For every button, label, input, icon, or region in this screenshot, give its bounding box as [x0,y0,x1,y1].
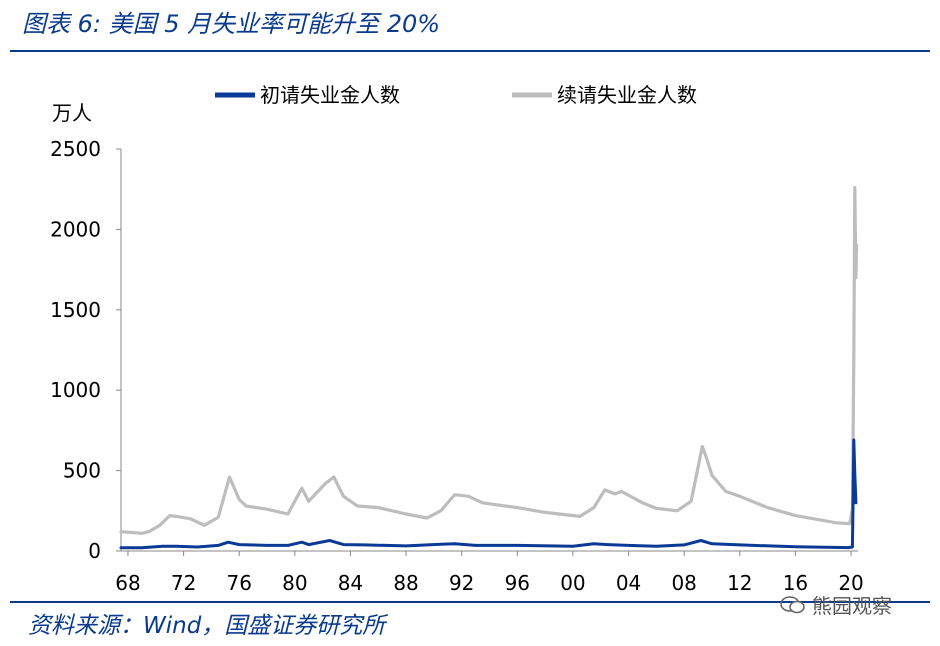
x-tick-label: 88 [393,571,418,595]
chart-series [119,186,859,550]
x-tick-label: 96 [505,571,530,595]
source-note: 资料来源：Wind，国盛证券研究所 [28,613,386,639]
x-tick-label: 84 [338,571,363,595]
x-tick-label: 68 [115,571,140,595]
x-tick-label: 20 [838,571,863,595]
x-tick-label: 76 [226,571,251,595]
series-line-initial-claims [119,438,858,550]
x-tick-label: 12 [727,571,752,595]
chart-legend: 初请失业金人数 续请失业金人数 [215,83,697,107]
x-tick-label: 16 [783,571,808,595]
legend-label-initial: 初请失业金人数 [260,83,400,107]
y-tick-label: 0 [88,539,101,563]
x-tick-label: 92 [449,571,474,595]
line-chart: 初请失业金人数 续请失业金人数 万人 050010001500200025006… [50,83,864,595]
figure-title: 图表 6: 美国 5 月失业率可能升至 20% [22,10,441,38]
x-tick-label: 72 [171,571,196,595]
y-tick-label: 1000 [50,378,101,402]
title-rule [10,50,930,52]
x-tick-label: 08 [671,571,696,595]
watermark-text: 熊园观察 [812,594,892,618]
legend-label-continuing: 续请失业金人数 [557,83,697,107]
x-tick-label: 00 [560,571,585,595]
y-tick-label: 2500 [50,137,101,161]
y-tick-label: 1500 [50,298,101,322]
y-tick-label: 500 [63,459,101,483]
watermark: 熊园观察 [780,590,892,619]
source-rule [10,601,930,603]
wechat-icon [780,595,805,613]
y-axis-unit-label: 万人 [52,101,92,125]
chart-axes: 0 500 1000 1500 2000 2500 68 72 76 80 84 88 92 96 00 04… [50,137,864,595]
y-tick-label: 2000 [50,217,101,241]
x-tick-label: 04 [616,571,641,595]
series-line-continuing-claims [119,186,859,535]
x-tick-label: 80 [282,571,307,595]
